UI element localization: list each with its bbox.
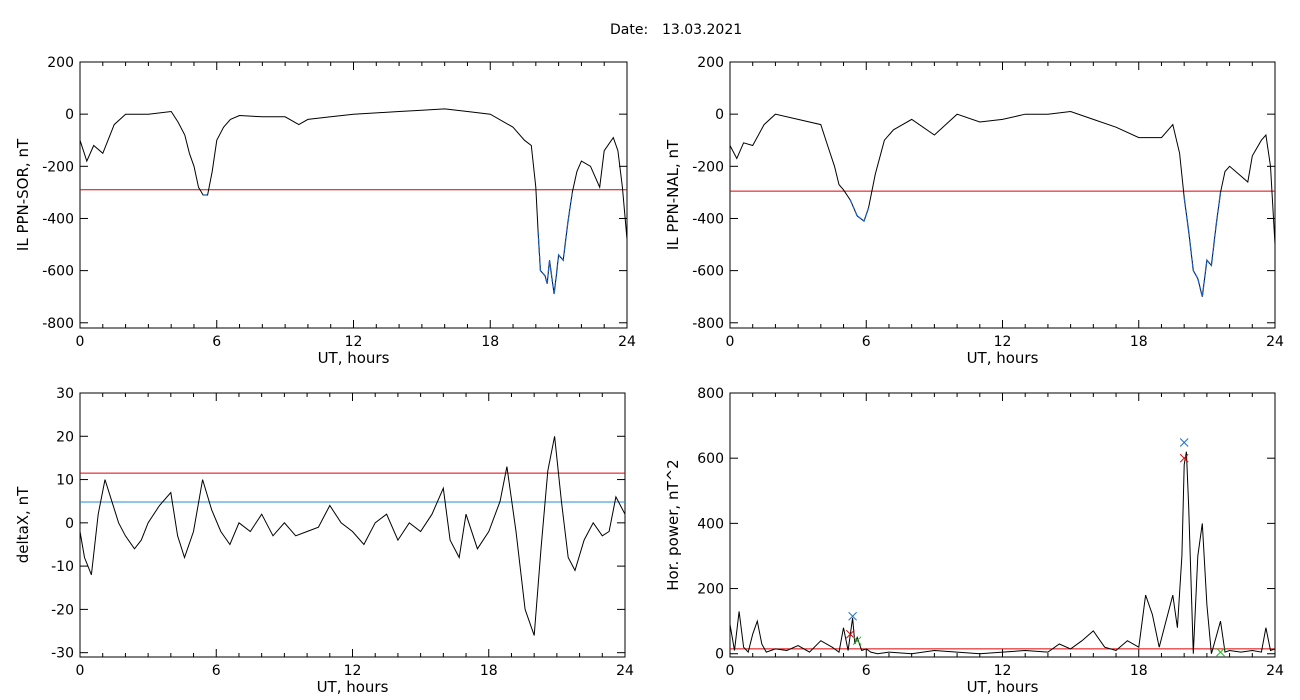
x-tick-label: 18 [1130,663,1148,679]
x-tick-label: 6 [862,663,871,679]
x-tick-label: 18 [1130,334,1148,350]
y-axis-label: IL PPN-SOR, nT [14,138,32,251]
panel-il-ppn-sor: 0 6 12 18 24 200 0 -200 -400 -600 -800 UT, hours IL … [14,55,636,367]
y-tick-label: 20 [56,429,74,445]
plot-frame [79,61,628,329]
x-tick-label: 0 [76,663,85,679]
x-axis-label: UT, hours [317,678,389,696]
series-line [79,436,626,636]
y-tick-label: 0 [715,107,724,123]
x-tick-label: 0 [726,334,735,350]
peak-marker [848,611,857,621]
y-tick-label: -600 [692,264,724,280]
peak-marker [1216,647,1225,657]
y-axis-label: deltaX, nT [14,486,32,563]
x-tick-label: 24 [616,663,634,679]
x-tick-label: 6 [212,334,221,350]
y-tick-label: 10 [56,473,74,489]
series-line [79,108,628,295]
x-tick-label: 24 [1266,334,1284,350]
x-axis-label: UT, hours [967,678,1039,696]
peak-marker [852,636,862,646]
x-tick-label: 6 [212,663,221,679]
x-tick-label: 12 [344,663,362,679]
y-tick-label: -10 [51,559,74,575]
below-threshold-segment [849,199,870,223]
x-tick-label: 24 [618,334,636,350]
y-tick-label: -30 [51,646,74,662]
y-tick-label: 600 [697,451,724,467]
plot-frame [729,392,1276,658]
y-axis-label: IL PPN-NAL, nT [664,139,682,250]
x-tick-label: 18 [480,663,498,679]
y-tick-label: 400 [697,516,724,532]
x-tick-label: 18 [481,334,499,350]
x-tick-label: 12 [994,334,1012,350]
y-tick-label: 800 [697,386,724,402]
y-tick-label: 0 [65,107,74,123]
peak-marker [1179,438,1189,447]
series-line [729,110,1276,297]
y-tick-label: -400 [42,211,74,227]
y-tick-label: 200 [697,582,724,598]
x-tick-label: 0 [726,663,735,679]
y-tick-label: -800 [692,316,724,332]
x-tick-label: 24 [1266,663,1284,679]
x-tick-label: 12 [345,334,363,350]
panel-hor-power: 0 6 12 18 24 800 600 400 200 0 UT, hours Hor. power… [664,386,1284,696]
y-tick-label: 0 [65,516,74,532]
y-tick-label: -800 [42,316,74,332]
y-tick-label: -400 [692,211,724,227]
panel-il-ppn-nal: 0 6 12 18 24 200 0 -200 -400 -600 -800 UT, hours IL … [664,55,1284,367]
y-tick-label: -600 [42,264,74,280]
y-tick-label: 200 [47,55,74,71]
plot-frame [729,61,1276,329]
x-axis-label: UT, hours [318,349,390,367]
x-tick-label: 6 [862,334,871,350]
below-threshold-segment [537,192,573,295]
y-tick-label: -200 [42,159,74,175]
y-axis-label: Hor. power, nT^2 [664,459,682,590]
y-tick-label: 200 [697,55,724,71]
peak-marker [1179,453,1189,463]
series-line [729,451,1276,655]
x-tick-label: 12 [994,663,1012,679]
below-threshold-segment [1183,192,1222,297]
y-tick-label: 0 [715,647,724,663]
y-tick-label: -20 [51,602,74,618]
y-tick-label: 30 [56,386,74,402]
x-axis-label: UT, hours [967,349,1039,367]
figure-title-value: 13.03.2021 [662,22,742,38]
x-tick-label: 0 [76,334,85,350]
y-tick-label: -200 [692,159,724,175]
figure-title-label: Date: [610,22,648,38]
panel-deltax: 0 6 12 18 24 30 20 10 0 -10 -20 -30 UT, hours deltaX,… [14,386,634,696]
